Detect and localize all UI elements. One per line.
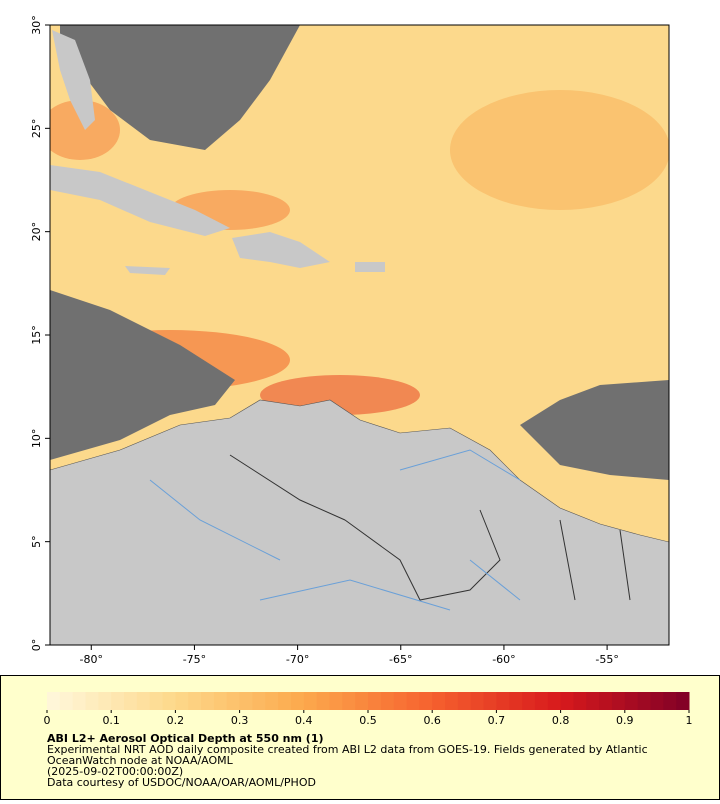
aod-patch xyxy=(50,100,120,160)
colorbar-segment xyxy=(611,692,626,710)
colorbar-segment xyxy=(329,692,343,710)
colorbar-segment xyxy=(650,692,664,710)
colorbar-segment xyxy=(290,692,305,710)
colorbar-segment xyxy=(419,692,433,710)
masked-region xyxy=(50,290,235,460)
x-tick-label: -55° xyxy=(595,653,618,666)
colorbar-segment xyxy=(47,692,61,710)
colorbar-segment xyxy=(252,692,266,710)
y-tick-label: 5° xyxy=(30,535,43,548)
y-tick-label: 30° xyxy=(30,15,43,35)
colorbar-segment xyxy=(72,692,87,710)
map-area xyxy=(50,25,669,645)
colorbar-segment xyxy=(663,692,677,710)
caption-line: Experimental NRT AOD daily composite cre… xyxy=(47,743,648,756)
colorbar-tick-label: 0.5 xyxy=(359,714,377,727)
colorbar-tick-label: 0.1 xyxy=(102,714,120,727)
colorbar-segment xyxy=(316,692,330,710)
colorbar-segment xyxy=(175,692,189,710)
caption-line: (2025-09-02T00:00:00Z) xyxy=(47,765,183,778)
colorbar-tick-label: 0.7 xyxy=(488,714,506,727)
colorbar-segment xyxy=(522,692,536,710)
x-tick-label: -70° xyxy=(286,653,309,666)
caption-line: OceanWatch node at NOAA/AOML xyxy=(47,754,234,767)
colorbar-segment xyxy=(457,692,472,710)
colorbar-segment xyxy=(599,692,613,710)
colorbar-segment xyxy=(534,692,549,710)
colorbar-segment xyxy=(149,692,164,710)
colorbar-segment xyxy=(162,692,176,710)
colorbar-segment xyxy=(509,692,523,710)
x-tick-label: -60° xyxy=(492,653,515,666)
colorbar-segment xyxy=(560,692,574,710)
colorbar-tick-label: 0.8 xyxy=(552,714,570,727)
colorbar-segment xyxy=(586,692,600,710)
colorbar-segment xyxy=(573,692,587,710)
colorbar-segment xyxy=(213,692,228,710)
land-puerto-rico xyxy=(355,262,385,272)
colorbar-segment xyxy=(201,692,215,710)
colorbar-segment xyxy=(124,692,138,710)
aod-patch xyxy=(450,90,669,210)
colorbar-segment xyxy=(624,692,639,710)
caption-line: Data courtesy of USDOC/NOAA/OAR/AOML/PHO… xyxy=(47,776,316,789)
y-tick-label: 25° xyxy=(30,119,43,139)
colorbar-segment xyxy=(188,692,202,710)
colorbar-segment xyxy=(342,692,356,710)
colorbar-segment xyxy=(226,692,241,710)
y-tick-label: 15° xyxy=(30,325,43,345)
colorbar-segment xyxy=(470,692,485,710)
colorbar-tick-label: 1 xyxy=(686,714,693,727)
aod-patch xyxy=(260,375,420,415)
colorbar-tick-label: 0.3 xyxy=(231,714,249,727)
colorbar-tick-label: 0.6 xyxy=(423,714,441,727)
colorbar-tick-label: 0.4 xyxy=(295,714,313,727)
colorbar-segment xyxy=(278,692,292,710)
colorbar-segment xyxy=(85,692,99,710)
masked-region xyxy=(520,380,669,480)
colorbar-segment xyxy=(406,692,420,710)
colorbar-segment xyxy=(368,692,382,710)
colorbar-segment xyxy=(547,692,562,710)
colorbar-segment xyxy=(265,692,279,710)
caption-title: ABI L2+ Aerosol Optical Depth at 550 nm … xyxy=(47,732,324,745)
colorbar-segment xyxy=(303,692,318,710)
colorbar-segment xyxy=(136,692,151,710)
masked-region xyxy=(60,25,300,150)
rivers xyxy=(149,449,521,611)
land-cuba xyxy=(50,165,230,236)
colorbar-tick-label: 0.9 xyxy=(616,714,634,727)
land-south-america xyxy=(50,399,669,645)
x-tick-label: -80° xyxy=(80,653,103,666)
colorbar-segment xyxy=(111,692,125,710)
colorbar-segment xyxy=(496,692,510,710)
colorbar-segment xyxy=(445,692,459,710)
colorbar-segment xyxy=(380,692,395,710)
colorbar-tick-label: 0 xyxy=(44,714,51,727)
y-tick-label: 0° xyxy=(30,639,43,652)
colorbar-segment xyxy=(98,692,112,710)
colorbar-segment xyxy=(432,692,446,710)
land-hispaniola xyxy=(232,232,330,268)
colorbar-segment xyxy=(355,692,369,710)
colorbar-segment xyxy=(676,692,690,710)
colorbar-segment xyxy=(393,692,408,710)
borders xyxy=(229,454,631,601)
colorbar-tick-label: 0.2 xyxy=(167,714,185,727)
y-tick-label: 20° xyxy=(30,222,43,242)
land-jamaica xyxy=(125,266,170,275)
land-florida xyxy=(52,30,95,130)
colorbar-segment xyxy=(59,692,74,710)
y-tick-label: 10° xyxy=(30,429,43,449)
colorbar-segment xyxy=(483,692,497,710)
colorbar-segment xyxy=(637,692,651,710)
x-tick-label: -75° xyxy=(183,653,206,666)
x-tick-label: -65° xyxy=(389,653,412,666)
colorbar-segment xyxy=(239,692,253,710)
